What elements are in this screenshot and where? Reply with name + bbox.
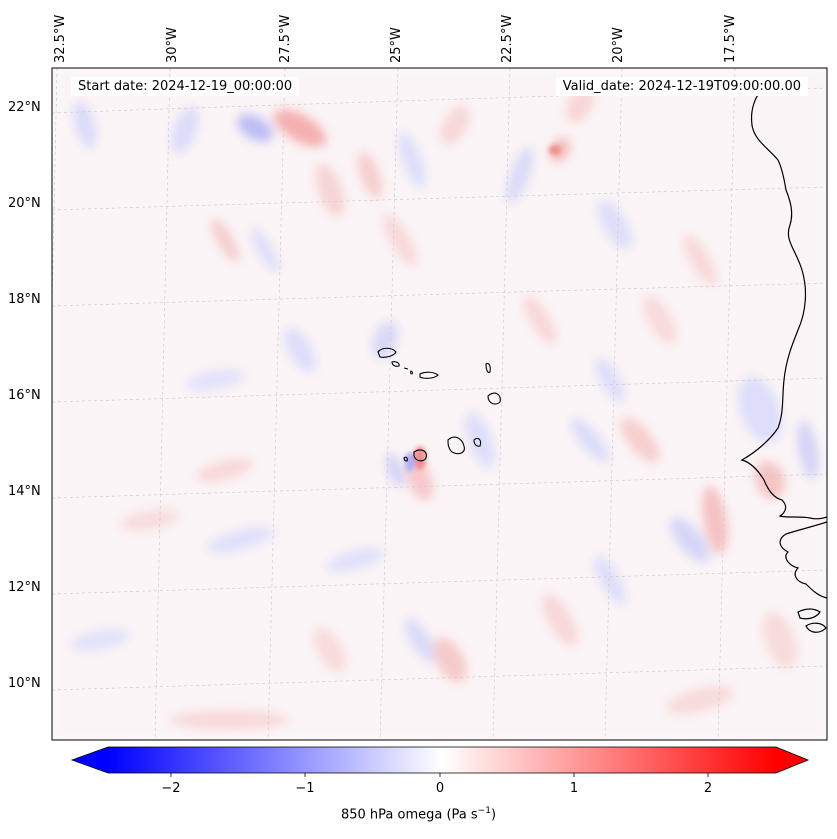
colorbar-outline xyxy=(70,746,810,774)
colorbar-title-exponent: −1 xyxy=(477,806,491,816)
lon-labels: 32.5°W 30°W 27.5°W 25°W 22.5°W 20°W 17.5… xyxy=(53,15,738,63)
lon-label: 22.5°W xyxy=(500,15,515,63)
start-date-label: Start date: 2024-12-19_00:00:00 xyxy=(71,77,300,96)
omega-field xyxy=(52,68,827,740)
colorbar: −2 −1 0 1 2 xyxy=(70,746,810,796)
lat-label: 12°N xyxy=(8,580,41,595)
cape-verde-islands xyxy=(377,347,501,462)
lat-label: 14°N xyxy=(8,484,41,499)
lat-label: 20°N xyxy=(8,196,41,211)
lon-label: 30°W xyxy=(165,27,180,63)
colorbar-ticks xyxy=(170,773,709,777)
colorbar-tick-label: 1 xyxy=(570,781,578,796)
africa-coastline-south xyxy=(779,521,827,633)
lon-label: 17.5°W xyxy=(723,15,738,63)
colorbar-title-text: 850 hPa omega (Pa s xyxy=(340,807,478,823)
map-border xyxy=(51,67,828,741)
colorbar-title: 850 hPa omega (Pa s−1) xyxy=(0,806,837,822)
colorbar-title-close: ) xyxy=(490,807,497,823)
lat-labels: 22°N 20°N 18°N 16°N 14°N 12°N 10°N xyxy=(8,100,41,691)
lon-label: 20°W xyxy=(611,27,626,63)
lat-label: 18°N xyxy=(8,292,41,307)
colorbar-tick-label: −2 xyxy=(161,781,180,796)
colorbar-extend-min xyxy=(72,747,108,773)
valid-date-label: Valid_date: 2024-12-19T09:00:00.00 xyxy=(555,77,808,96)
lon-label: 27.5°W xyxy=(278,15,293,63)
lon-label: 32.5°W xyxy=(53,15,68,63)
colorbar-fill xyxy=(108,747,776,773)
gridlines xyxy=(52,68,827,740)
lat-label: 16°N xyxy=(8,388,41,403)
lon-label: 25°W xyxy=(389,27,404,63)
colorbar-tick-label: 0 xyxy=(436,781,444,796)
colorbar-tick-label: −1 xyxy=(295,781,314,796)
colorbar-extend-max xyxy=(776,747,808,773)
lat-label: 10°N xyxy=(8,676,41,691)
lat-label: 22°N xyxy=(8,100,41,115)
colorbar-tick-label: 2 xyxy=(704,781,712,796)
africa-coastline xyxy=(740,91,827,520)
